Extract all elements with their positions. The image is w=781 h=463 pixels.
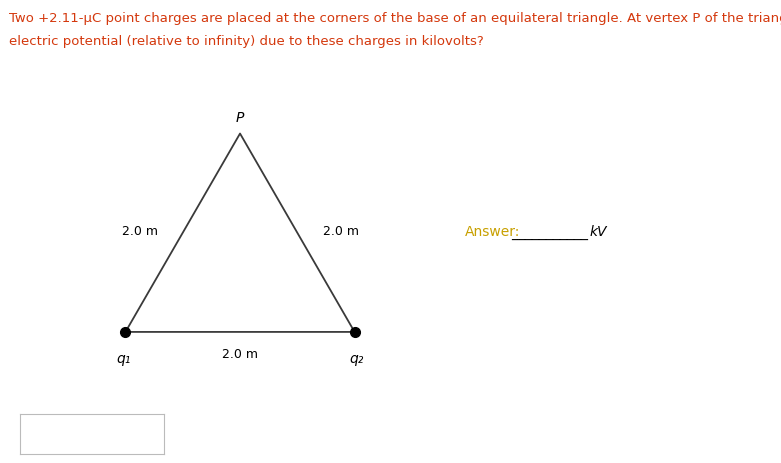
Text: 2.0 m: 2.0 m xyxy=(323,225,358,238)
Text: q₂: q₂ xyxy=(349,351,364,366)
Text: ___________: ___________ xyxy=(512,227,589,241)
Text: q₁: q₁ xyxy=(116,351,130,366)
Text: kV: kV xyxy=(590,225,607,238)
Text: electric potential (relative to infinity) due to these charges in kilovolts?: electric potential (relative to infinity… xyxy=(9,35,484,48)
Text: Two +2.11-μC point charges are placed at the corners of the base of an equilater: Two +2.11-μC point charges are placed at… xyxy=(9,12,781,25)
Text: Answer:: Answer: xyxy=(465,225,520,238)
Text: 2.0 m: 2.0 m xyxy=(122,225,158,238)
Text: 2.0 m: 2.0 m xyxy=(222,347,258,360)
Text: P: P xyxy=(236,111,244,125)
